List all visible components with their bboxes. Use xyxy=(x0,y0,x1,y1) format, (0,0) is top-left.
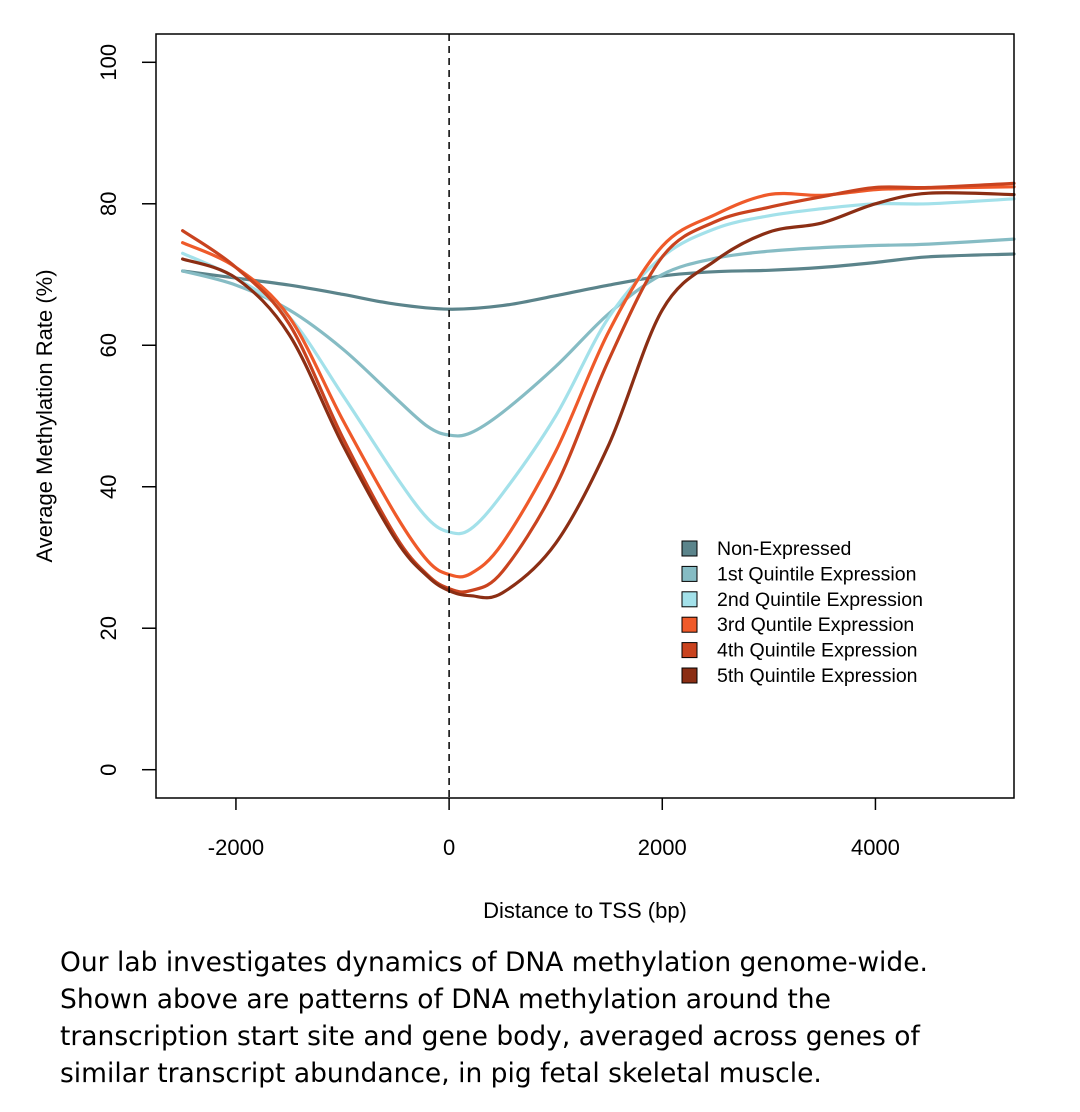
legend-label: 2nd Quintile Expression xyxy=(717,589,923,611)
legend-swatch xyxy=(681,667,698,684)
y-tick-label: 20 xyxy=(96,616,121,640)
legend-swatch xyxy=(681,591,698,608)
plot-area-border xyxy=(155,33,1015,799)
series-line xyxy=(181,197,1016,536)
methylation-line-chart: -2000 0 2000 4000 0 20 40 60 80 100 Distance to … xyxy=(32,33,1016,923)
series-line xyxy=(181,252,1016,311)
legend-swatch xyxy=(681,540,698,557)
x-axis-label: Distance to TSS (bp) xyxy=(483,898,687,923)
legend-swatch xyxy=(681,565,698,582)
x-tick-label: -2000 xyxy=(208,835,264,860)
figure-caption: Our lab investigates dynamics of DNA met… xyxy=(60,944,1060,1092)
legend-label: 4th Quintile Expression xyxy=(717,640,918,662)
series-line xyxy=(181,191,1016,600)
caption-line: similar transcript abundance, in pig fet… xyxy=(60,1058,822,1089)
y-tick-label: 60 xyxy=(96,333,121,357)
legend-label: Non-Expressed xyxy=(717,538,851,560)
legend-label: 1st Quintile Expression xyxy=(717,563,916,585)
legend-swatch xyxy=(681,642,698,659)
legend-label: 5th Quintile Expression xyxy=(717,665,918,687)
x-tick-label: 4000 xyxy=(851,835,900,860)
y-tick-label: 100 xyxy=(96,44,121,81)
y-tick-label: 0 xyxy=(96,764,121,776)
caption-line: transcription start site and gene body, … xyxy=(60,1021,920,1052)
series-line xyxy=(181,237,1016,438)
y-tick-label: 40 xyxy=(96,474,121,498)
caption-line: Shown above are patterns of DNA methylat… xyxy=(60,984,831,1015)
series-layer xyxy=(181,181,1016,600)
x-tick-label: 2000 xyxy=(638,835,687,860)
legend-label: 3rd Quntile Expression xyxy=(717,614,914,636)
legend: Non-Expressed 1st Quintile Expression 2nd … xyxy=(681,538,923,687)
legend-swatch xyxy=(681,616,698,633)
y-tick-label: 80 xyxy=(96,192,121,216)
caption-line: Our lab investigates dynamics of DNA met… xyxy=(60,947,928,978)
x-tick-label: 0 xyxy=(443,835,455,860)
series-line xyxy=(181,181,1016,594)
x-axis: -2000 0 2000 4000 xyxy=(208,798,900,860)
y-axis: 0 20 40 60 80 100 xyxy=(96,44,156,776)
y-axis-label: Average Methylation Rate (%) xyxy=(32,269,57,562)
